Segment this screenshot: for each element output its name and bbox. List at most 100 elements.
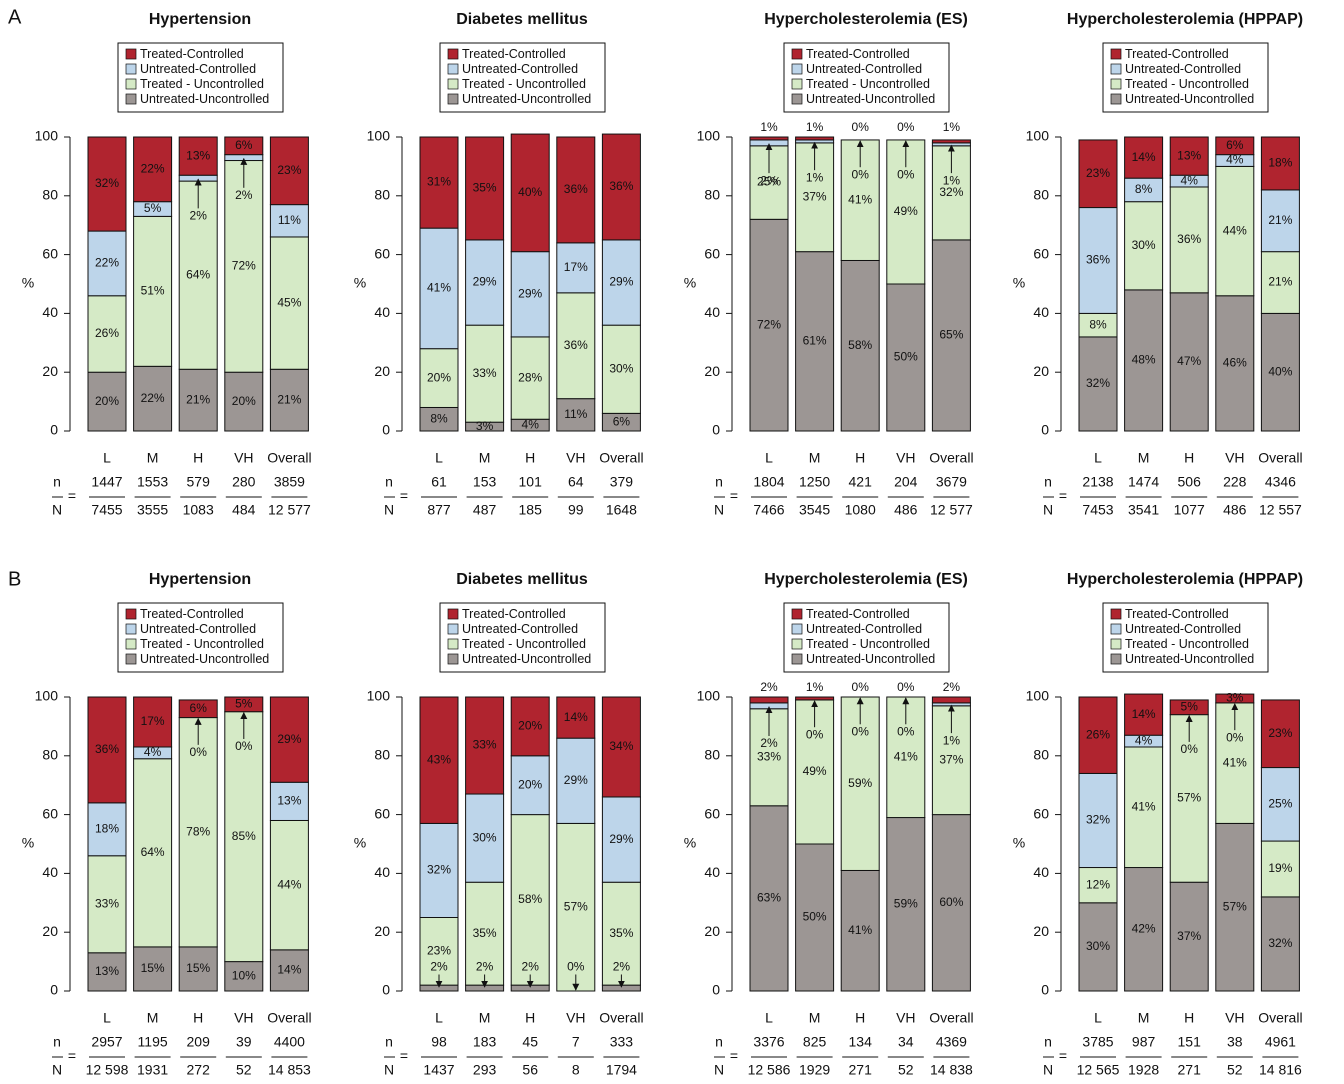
x-tick-label: L [103, 1010, 111, 1026]
value-label: 0% [1181, 742, 1199, 756]
x-tick-label: H [855, 1010, 865, 1026]
N-label: N [52, 502, 62, 518]
legend-swatch [1110, 78, 1122, 90]
value-label: 44% [277, 877, 301, 891]
x-tick-label: Overall [929, 1010, 973, 1026]
y-tick-label: 40 [1033, 304, 1049, 320]
legend-swatch [125, 78, 137, 90]
N-value: 7453 [1082, 502, 1113, 518]
value-label: 41% [894, 749, 918, 763]
value-label: 2% [522, 960, 540, 974]
bar-segment [601, 696, 641, 798]
value-label: 30% [473, 830, 497, 844]
x-tick-label: H [193, 450, 203, 466]
value-label: 20% [427, 370, 451, 384]
value-label: 2% [235, 188, 253, 202]
legend-box [783, 42, 950, 113]
bar-segment [840, 696, 880, 871]
value-label: 32% [1086, 813, 1110, 827]
legend-label: Untreated-Uncontrolled [806, 652, 935, 666]
n-value: 3376 [753, 1034, 784, 1050]
N-value: 12 577 [930, 502, 973, 518]
legend-swatch [791, 638, 803, 650]
x-tick-label: Overall [267, 1010, 311, 1026]
legend-box [439, 602, 606, 673]
N-value: 487 [473, 502, 497, 518]
value-label: 4% [1226, 153, 1244, 167]
legend-label: Treated-Controlled [462, 47, 566, 61]
value-label: 49% [894, 204, 918, 218]
chart-title: Hypercholesterolemia (HPPAP) [1067, 571, 1303, 588]
legend-swatch [447, 653, 459, 665]
value-label: 26% [95, 326, 119, 340]
x-tick-label: L [765, 1010, 773, 1026]
value-label: 41% [1132, 799, 1156, 813]
x-tick-label: H [1184, 450, 1194, 466]
value-label: 21% [1268, 275, 1292, 289]
y-tick-label: 80 [374, 187, 390, 203]
y-tick-label: 0 [1041, 982, 1049, 998]
value-label: 23% [277, 163, 301, 177]
bar-segment [749, 696, 789, 704]
legend-label: Treated - Uncontrolled [806, 77, 930, 91]
bar-segment [269, 368, 309, 432]
value-label: 1% [806, 120, 824, 134]
value-label: 2% [613, 960, 631, 974]
value-label: 35% [473, 926, 497, 940]
legend-swatch [125, 63, 137, 75]
value-label: 17% [564, 260, 588, 274]
bar-segment [87, 136, 127, 232]
y-axis-label: % [22, 275, 34, 291]
equals-sign: = [1059, 488, 1067, 504]
y-tick-label: 20 [704, 923, 720, 939]
bar-segment [269, 136, 309, 206]
n-value: 987 [1132, 1034, 1156, 1050]
chart-title: Diabetes mellitus [456, 571, 588, 588]
x-tick-label: VH [566, 1010, 585, 1026]
bar-segment [556, 822, 596, 992]
legend-label: Treated - Uncontrolled [462, 77, 586, 91]
y-tick-label: 0 [712, 982, 720, 998]
N-label: N [1043, 1062, 1053, 1078]
y-tick-label: 100 [35, 688, 59, 704]
bar-segment [269, 696, 309, 783]
legend-box [1102, 42, 1269, 113]
value-label: 37% [803, 189, 827, 203]
N-value: 56 [522, 1062, 538, 1078]
value-label: 63% [757, 891, 781, 905]
x-tick-label: VH [1225, 1010, 1244, 1026]
value-label: 21% [1268, 213, 1292, 227]
value-label: 40% [518, 185, 542, 199]
value-label: 19% [1268, 861, 1292, 875]
value-label: 2% [943, 680, 961, 694]
n-value: 1804 [753, 474, 784, 490]
value-label: 4% [1181, 173, 1199, 187]
legend-label: Untreated-Uncontrolled [462, 92, 591, 106]
chart-title: Hypercholesterolemia (ES) [764, 11, 968, 28]
legend-box [783, 602, 950, 673]
panel-label: A [8, 6, 22, 28]
y-tick-label: 80 [42, 187, 58, 203]
y-tick-label: 100 [697, 688, 721, 704]
value-label: 6% [235, 138, 253, 152]
N-value: 7466 [753, 502, 784, 518]
value-label: 0% [897, 167, 915, 181]
y-tick-label: 80 [1033, 747, 1049, 763]
value-label: 61% [803, 334, 827, 348]
legend-swatch [125, 608, 137, 620]
N-value: 486 [894, 502, 918, 518]
y-tick-label: 60 [374, 245, 390, 261]
bar-segment [601, 324, 641, 414]
y-tick-label: 60 [704, 805, 720, 821]
y-axis-label: % [22, 835, 34, 851]
value-label: 0% [806, 727, 824, 741]
N-value: 12 565 [1077, 1062, 1120, 1078]
N-label: N [1043, 502, 1053, 518]
legend-swatch [1110, 608, 1122, 620]
value-label: 33% [473, 366, 497, 380]
value-label: 20% [232, 394, 256, 408]
n-value: 209 [187, 1034, 211, 1050]
y-tick-label: 60 [704, 245, 720, 261]
y-tick-label: 40 [704, 304, 720, 320]
y-tick-label: 0 [382, 422, 390, 438]
